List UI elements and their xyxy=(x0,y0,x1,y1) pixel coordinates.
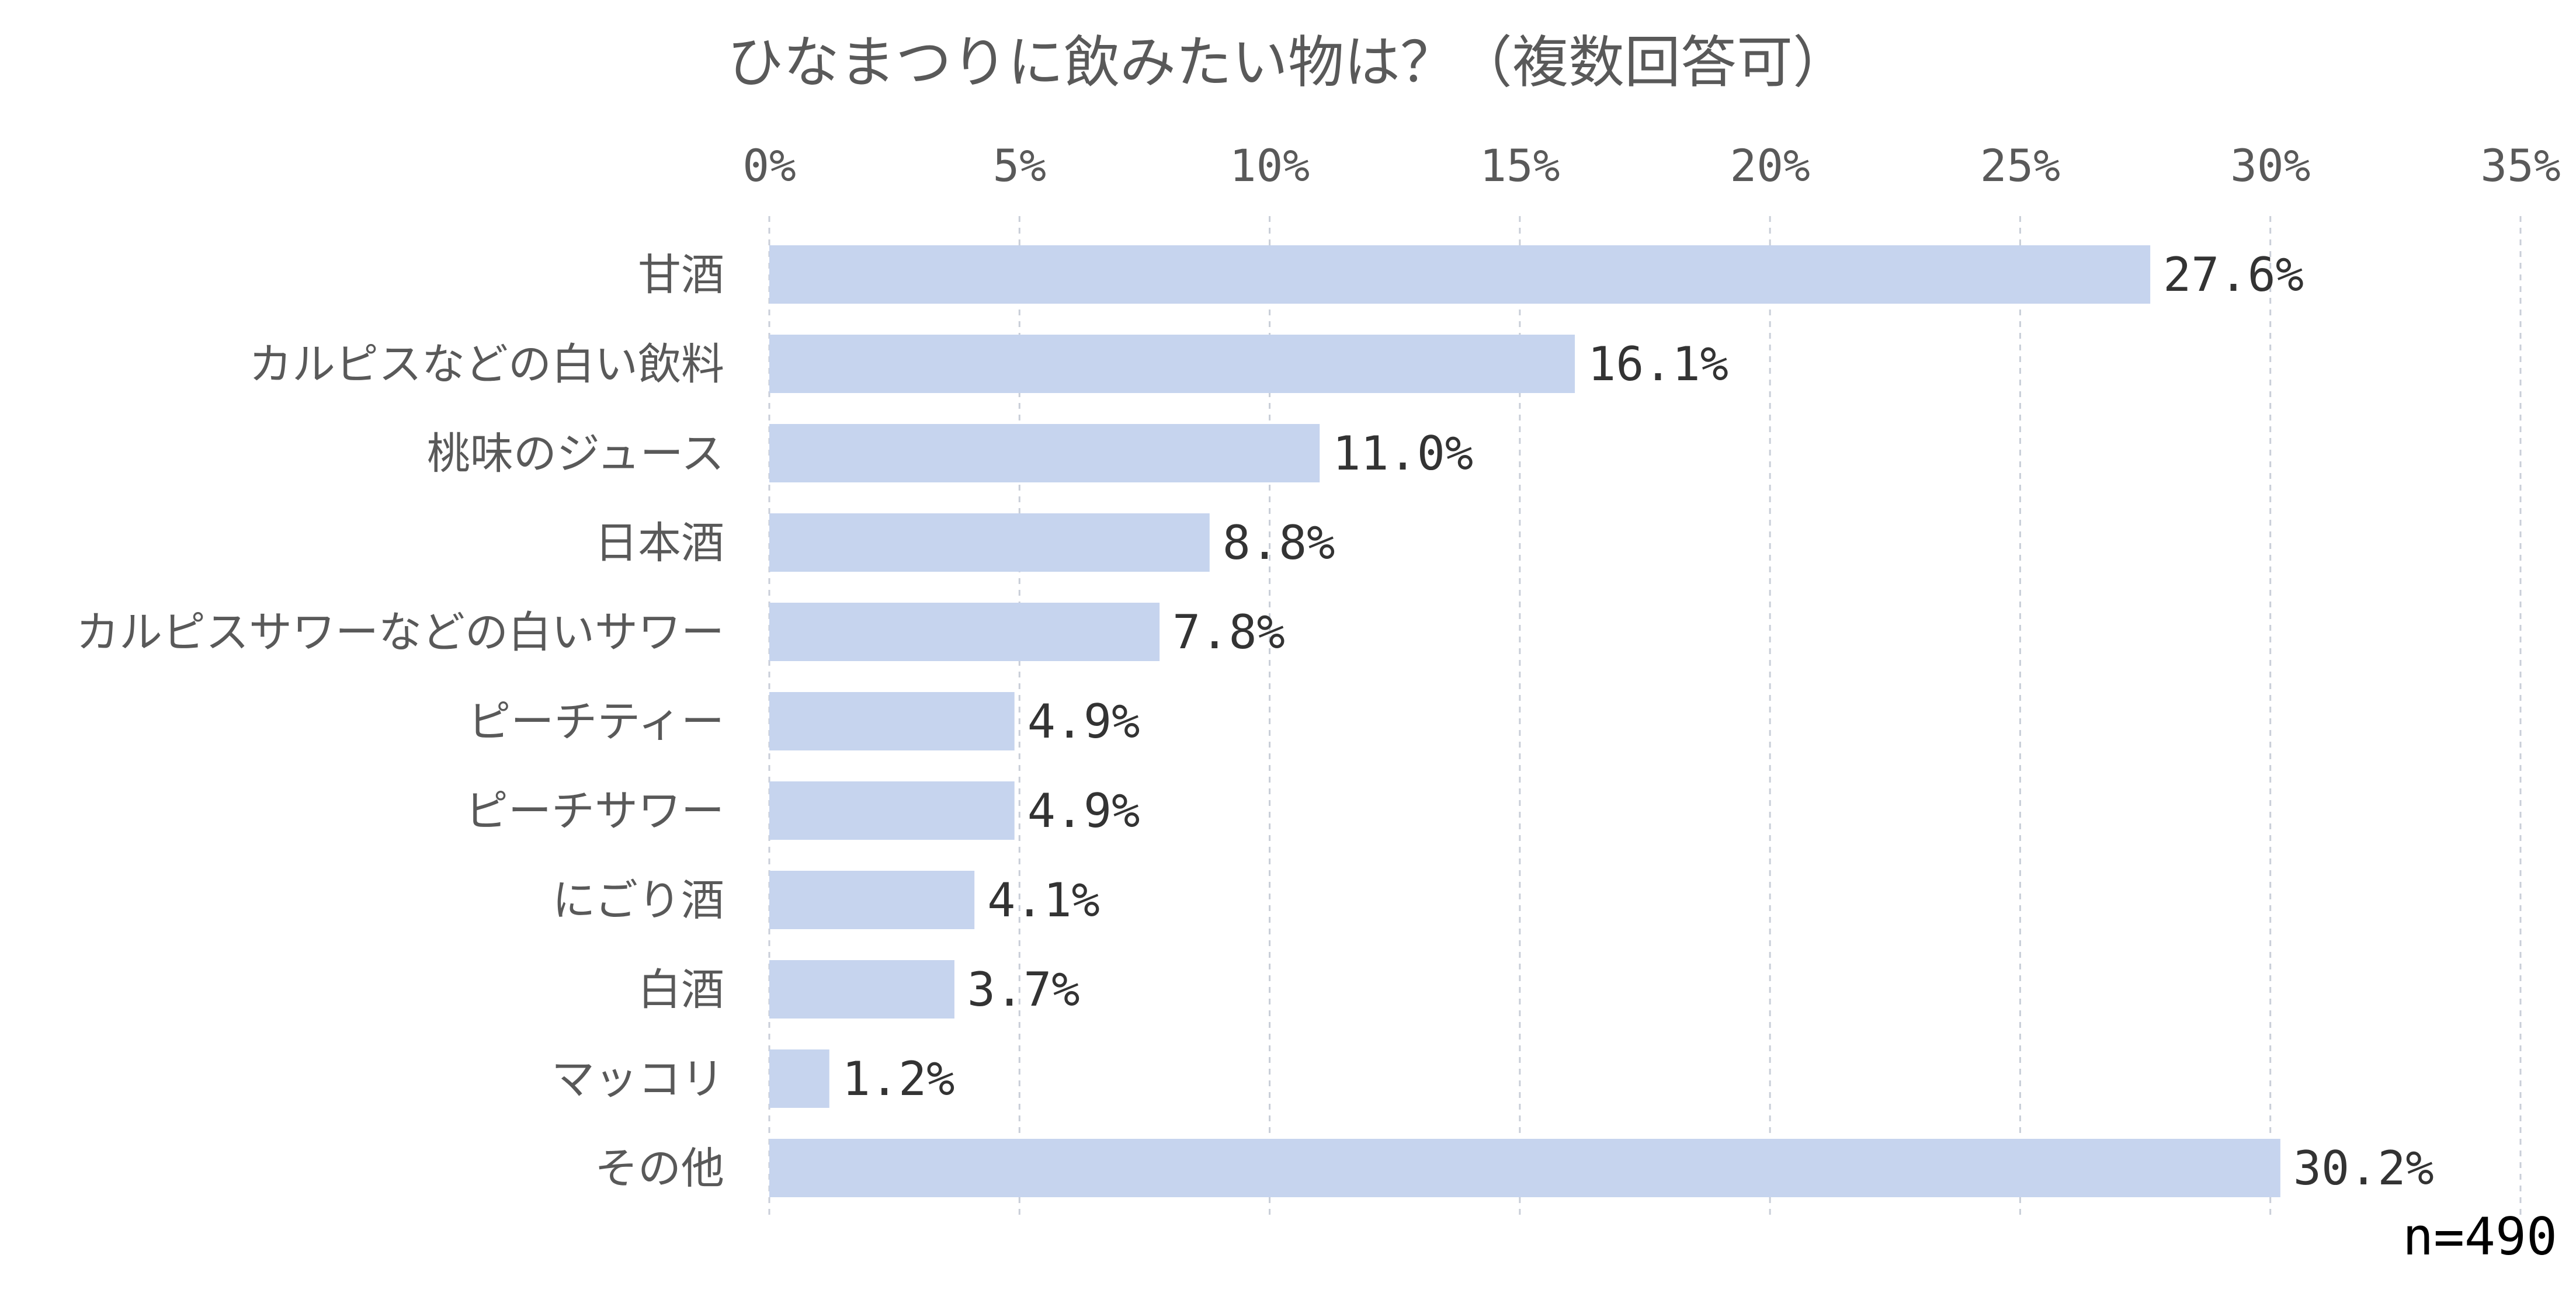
category-label: ピーチティー xyxy=(467,697,724,747)
category-label: 日本酒 xyxy=(595,518,724,568)
value-label: 11.0% xyxy=(1332,426,1473,481)
value-label: 27.6% xyxy=(2163,248,2304,302)
category-label: カルピスサワーなどの白いサワー xyxy=(76,607,724,658)
sample-size-note: n=490 xyxy=(2403,1207,2557,1267)
value-label: 4.9% xyxy=(1027,784,1140,838)
bars xyxy=(769,245,2280,1197)
chart-title: ひなまつりに飲みたい物は？（複数回答可） xyxy=(727,30,1849,95)
value-label: 16.1% xyxy=(1588,337,1728,391)
category-label: その他 xyxy=(595,1143,724,1194)
value-labels: 27.6% 16.1% 11.0% 8.8% 7.8% 4.9% 4.9% 4.1% 3.7%1… xyxy=(842,248,2434,1195)
x-tick-label: 10% xyxy=(1230,140,1310,192)
bar xyxy=(769,1049,829,1108)
category-label: ピーチサワー xyxy=(465,786,724,836)
category-label: にごり酒 xyxy=(552,875,724,926)
bar xyxy=(769,603,1160,661)
value-label: 7.8% xyxy=(1172,605,1285,659)
category-label: 桃味のジュース xyxy=(427,429,724,479)
value-label: 8.8% xyxy=(1223,516,1335,570)
category-label: 甘酒 xyxy=(638,250,724,300)
x-tick-label: 0% xyxy=(742,140,796,192)
value-label: 4.1% xyxy=(987,873,1100,927)
value-label: 1.2% xyxy=(842,1052,955,1106)
category-label: カルピスなどの白い飲料 xyxy=(249,339,724,390)
value-label: 30.2% xyxy=(2293,1141,2434,1195)
bar xyxy=(769,424,1320,482)
bar xyxy=(769,781,1015,840)
x-axis-ticks: 0% 5% 10% 15% 20% 25% 30% 35% xyxy=(742,140,2560,192)
bar xyxy=(769,1139,2280,1197)
bar xyxy=(769,245,2151,304)
x-tick-label: 20% xyxy=(1730,140,1810,192)
bar xyxy=(769,871,975,929)
x-tick-label: 30% xyxy=(2230,140,2310,192)
category-labels: 甘酒カルピスなどの白い飲料桃味のジュース日本酒カルピスサワーなどの白いサワーピー… xyxy=(76,250,724,1194)
value-label: 3.7% xyxy=(967,962,1080,1017)
bar xyxy=(769,692,1015,750)
bar xyxy=(769,960,954,1019)
value-label: 4.9% xyxy=(1027,694,1140,749)
x-tick-label: 25% xyxy=(1980,140,2060,192)
category-label: 白酒 xyxy=(638,965,724,1015)
bar xyxy=(769,335,1575,393)
x-tick-label: 15% xyxy=(1480,140,1560,192)
bar xyxy=(769,513,1210,572)
x-tick-label: 5% xyxy=(993,140,1047,192)
category-label: マッコリ xyxy=(551,1054,724,1104)
x-tick-label: 35% xyxy=(2480,140,2560,192)
